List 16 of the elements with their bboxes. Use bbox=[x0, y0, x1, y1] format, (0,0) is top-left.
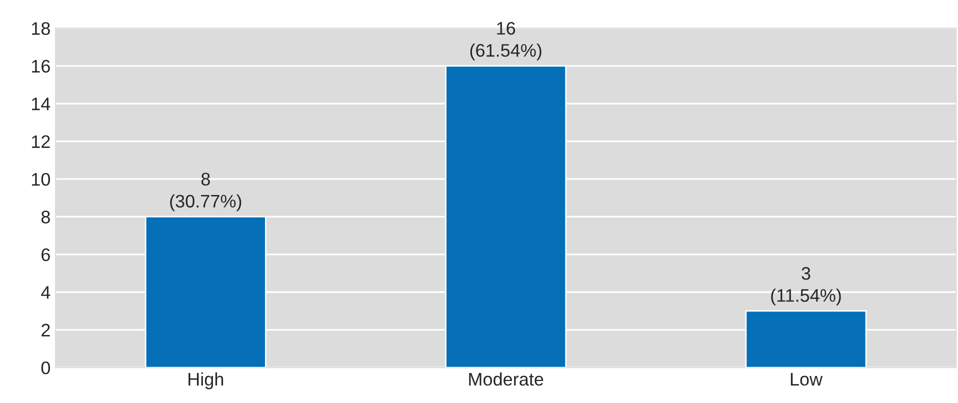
y-tick-label: 18 bbox=[32, 22, 50, 35]
y-tick-label: 8 bbox=[41, 210, 50, 224]
data-label: 16 (61.54%) bbox=[470, 22, 542, 60]
data-label: 3 (11.54%) bbox=[771, 267, 841, 306]
y-tick-label: 6 bbox=[42, 248, 50, 262]
data-label: 8 (30.77%) bbox=[170, 172, 242, 212]
y-tick-label: 0 bbox=[41, 361, 50, 374]
x-tick-label: Moderate bbox=[469, 372, 544, 386]
x-tick-label: High bbox=[188, 372, 224, 390]
y-tick-label: 4 bbox=[41, 286, 50, 299]
y-tick-label: 2 bbox=[42, 324, 50, 336]
y-tick-label: 14 bbox=[32, 98, 50, 110]
y-tick-label: 16 bbox=[32, 60, 50, 73]
y-tick-label: 10 bbox=[32, 172, 50, 186]
y-tick-label: 12 bbox=[32, 135, 50, 148]
x-tick-label: Low bbox=[790, 373, 823, 386]
